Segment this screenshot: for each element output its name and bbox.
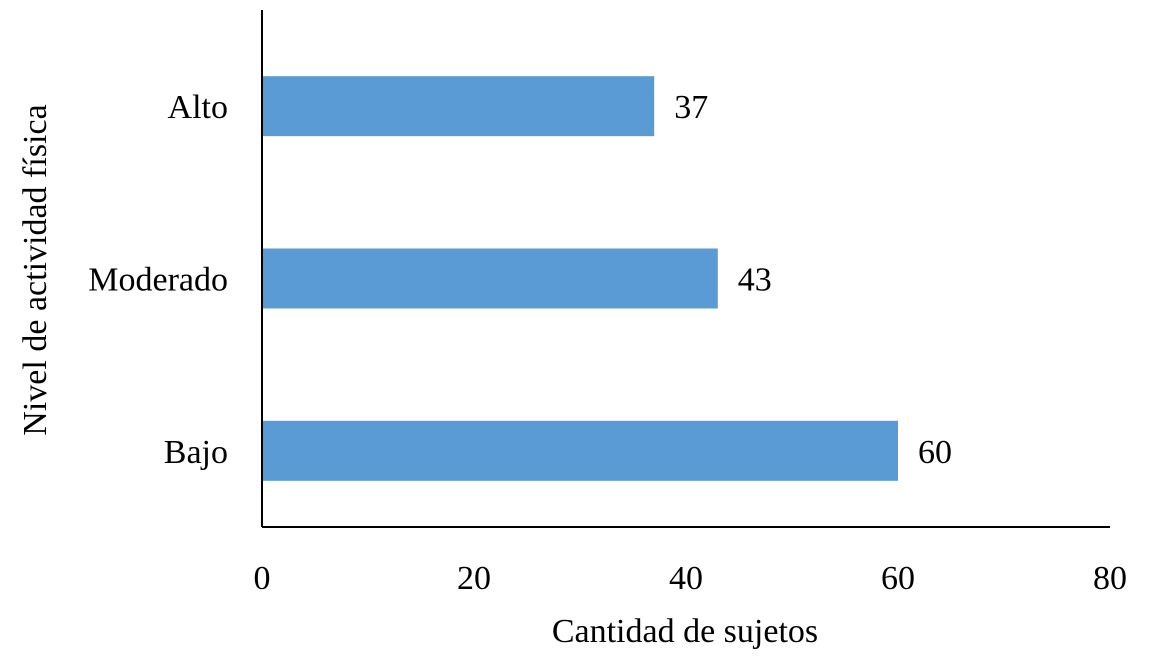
- bar-moderado: [262, 248, 718, 309]
- category-label-alto: Alto: [168, 89, 228, 126]
- x-tick-label: 0: [254, 560, 271, 597]
- x-axis-title: Cantidad de sujetos: [552, 613, 818, 650]
- bars-layer: [262, 76, 898, 481]
- data-label-alto: 37: [674, 89, 708, 126]
- y-axis-title: Nivel de actividad física: [17, 104, 54, 435]
- x-tick-label: 60: [881, 560, 915, 597]
- bar-alto: [262, 76, 655, 137]
- bar-bajo: [262, 420, 898, 481]
- category-label-moderado: Moderado: [88, 262, 228, 299]
- x-tick-label: 80: [1093, 560, 1127, 597]
- data-label-moderado: 43: [738, 262, 772, 299]
- x-tick-label: 40: [669, 560, 703, 597]
- data-label-bajo: 60: [918, 434, 952, 471]
- x-tick-labels: 0 20 40 60 80: [254, 560, 1128, 597]
- category-label-bajo: Bajo: [164, 434, 228, 471]
- x-tick-label: 20: [457, 560, 491, 597]
- labels-layer: Alto 37 Moderado 43 Bajo 60: [88, 89, 952, 471]
